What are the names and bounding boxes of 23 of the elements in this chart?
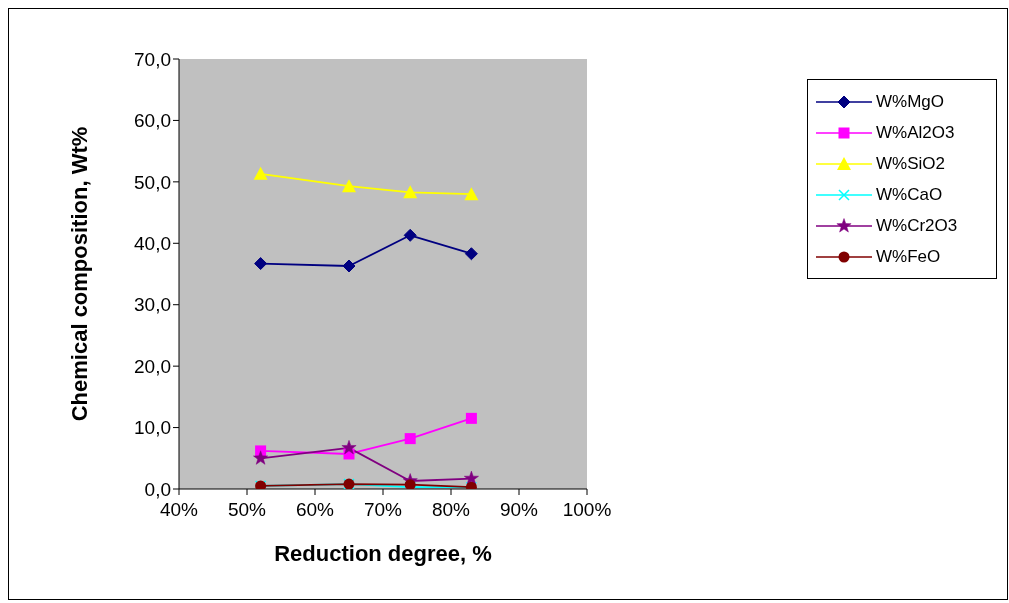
legend-label: W%SiO2: [876, 153, 945, 174]
x-tick-label: 50%: [227, 499, 267, 521]
y-tick-label: 50,0: [134, 171, 171, 193]
legend-label: W%MgO: [876, 91, 944, 112]
y-tick-label: 0,0: [144, 478, 171, 500]
legend-label: W%CaO: [876, 184, 943, 205]
x-tick-label: 80%: [431, 499, 471, 521]
x-tick-label: 40%: [159, 499, 199, 521]
y-tick-label: 60,0: [134, 110, 171, 132]
y-tick-label: 40,0: [134, 233, 171, 255]
y-tick-label: 10,0: [134, 417, 171, 439]
x-tick-label: 90%: [499, 499, 539, 521]
x-axis-title: Reduction degree, %: [274, 541, 492, 566]
y-axis-title: Chemical composition, Wt%: [66, 126, 92, 422]
x-tick-label: 70%: [363, 499, 403, 521]
legend-label: W%Al2O3: [876, 122, 955, 143]
y-tick-label: 20,0: [134, 355, 171, 377]
x-tick-label: 60%: [295, 499, 335, 521]
y-tick-label: 30,0: [134, 294, 171, 316]
legend-label: W%FeO: [876, 246, 941, 267]
y-tick-label: 70,0: [134, 48, 171, 70]
legend-label: W%Cr2O3: [876, 215, 958, 236]
x-tick-label: 100%: [562, 499, 612, 521]
